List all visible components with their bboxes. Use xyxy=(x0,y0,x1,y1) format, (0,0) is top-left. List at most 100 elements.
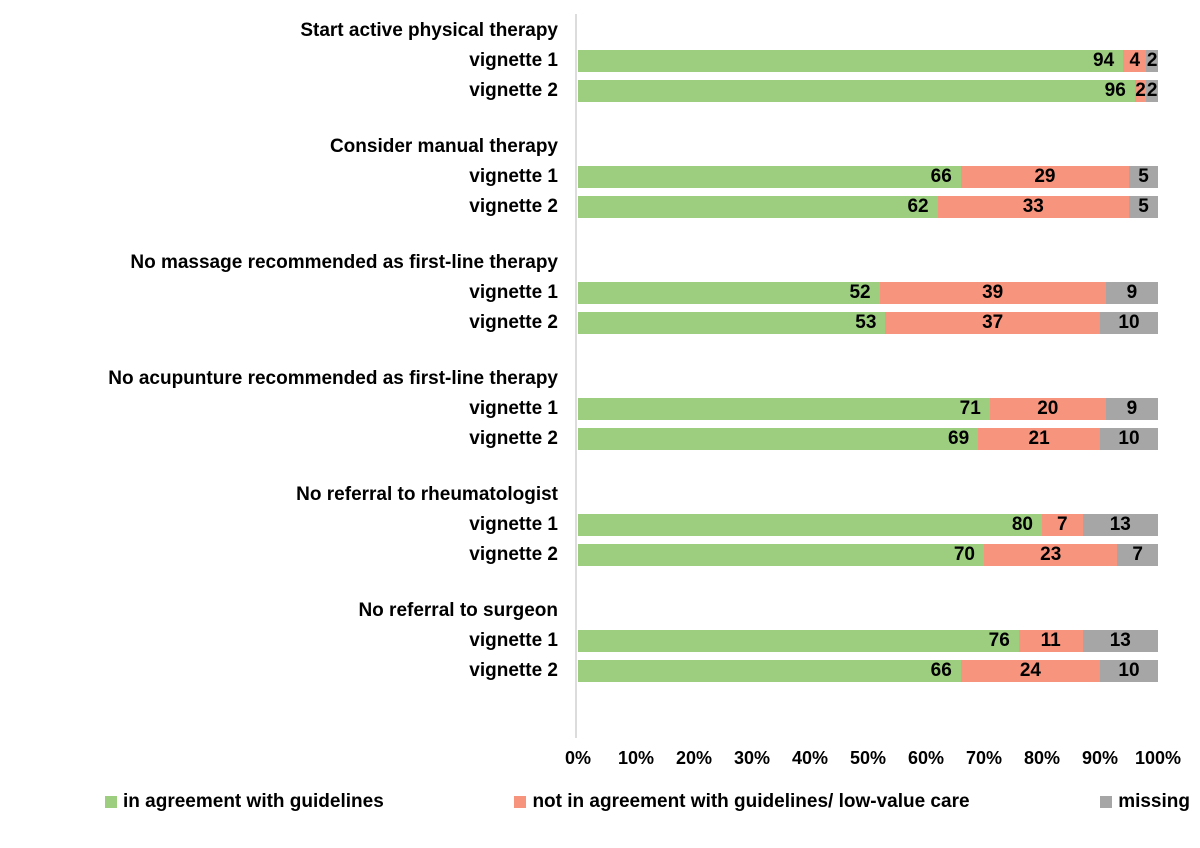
vignette-label: vignette 2 xyxy=(469,196,558,218)
bar-segment-missing: 2 xyxy=(1146,50,1158,72)
bar-segment-agree: 94 xyxy=(578,50,1124,72)
bar-value-label: 2 xyxy=(1146,50,1158,71)
bar-row: vignette 1 52 39 9 xyxy=(0,278,1200,308)
x-tick-label: 70% xyxy=(965,748,1003,768)
bar-segment-disagree: 20 xyxy=(989,398,1106,420)
x-tick-label: 40% xyxy=(791,748,829,768)
group-title: No referral to rheumatologist xyxy=(296,484,558,506)
bar-value-label: 2 xyxy=(1146,80,1158,101)
group-spacer xyxy=(0,686,1200,712)
bar-value-label: 10 xyxy=(1118,660,1140,681)
stacked-bar: 62 33 5 xyxy=(578,196,1158,218)
bar-value-label: 71 xyxy=(959,398,981,419)
bar-row: vignette 2 66 24 10 xyxy=(0,656,1200,686)
bar-value-label: 5 xyxy=(1138,166,1149,187)
bar-segment-missing: 13 xyxy=(1082,514,1158,536)
bar-segment-disagree: 23 xyxy=(984,544,1118,566)
vignette-label: vignette 2 xyxy=(469,544,558,566)
legend: in agreement with guidelines not in agree… xyxy=(0,788,1200,816)
group-title: No massage recommended as first-line the… xyxy=(130,252,558,274)
x-tick-label: 10% xyxy=(617,748,655,768)
bar-segment-disagree: 37 xyxy=(885,312,1100,334)
group-title-row: Consider manual therapy xyxy=(0,132,1200,162)
bar-value-label: 69 xyxy=(948,428,970,449)
bar-value-label: 4 xyxy=(1129,50,1141,71)
bar-segment-agree: 80 xyxy=(578,514,1042,536)
y-axis-line xyxy=(575,14,577,738)
x-tick-label: 0% xyxy=(564,748,592,768)
bar-segment-missing: 9 xyxy=(1105,282,1158,304)
bar-segment-missing: 10 xyxy=(1099,312,1158,334)
x-tick-label: 20% xyxy=(675,748,713,768)
bar-segment-missing: 7 xyxy=(1117,544,1158,566)
bar-value-label: 11 xyxy=(1040,630,1061,651)
bar-value-label: 80 xyxy=(1011,514,1033,535)
stacked-bar: 70 23 7 xyxy=(578,544,1158,566)
legend-item-agree: in agreement with guidelines xyxy=(105,791,384,813)
bar-value-label: 9 xyxy=(1126,282,1138,303)
bar-row: vignette 1 76 11 13 xyxy=(0,626,1200,656)
x-axis-ticks: 0% 10% 20% 30% 40% 50% 60% 70% 80% 90% 100% xyxy=(565,748,1181,772)
group-title-row: No acupunture recommended as first-line … xyxy=(0,364,1200,394)
legend-item-disagree: not in agreement with guidelines/ low-va… xyxy=(514,791,970,813)
vignette-label: vignette 1 xyxy=(469,630,558,652)
bar-value-label: 29 xyxy=(1034,166,1056,187)
bar-segment-missing: 10 xyxy=(1099,428,1158,450)
bar-value-label: 33 xyxy=(1022,196,1044,217)
bar-value-label: 21 xyxy=(1028,428,1050,449)
bar-value-label: 70 xyxy=(953,544,975,565)
bar-value-label: 13 xyxy=(1109,630,1131,651)
x-tick-label: 50% xyxy=(849,748,887,768)
stacked-bar: 76 11 13 xyxy=(578,630,1158,652)
x-tick-label: 30% xyxy=(733,748,771,768)
bar-value-label: 23 xyxy=(1040,544,1062,565)
bar-segment-disagree: 29 xyxy=(960,166,1129,188)
bar-segment-missing: 10 xyxy=(1099,660,1158,682)
bar-segment-agree: 70 xyxy=(578,544,984,566)
legend-label: not in agreement with guidelines/ low-va… xyxy=(532,791,970,812)
bar-value-label: 52 xyxy=(849,282,871,303)
stacked-bar: 71 20 9 xyxy=(578,398,1158,420)
bar-value-label: 94 xyxy=(1093,50,1115,71)
bar-value-label: 66 xyxy=(930,166,952,187)
bar-segment-agree: 62 xyxy=(578,196,938,218)
bar-row: vignette 1 94 4 2 xyxy=(0,46,1200,76)
vignette-label: vignette 1 xyxy=(469,166,558,188)
bar-segment-missing: 2 xyxy=(1146,80,1158,102)
stacked-bar: 52 39 9 xyxy=(578,282,1158,304)
bar-row: vignette 2 96 2 2 xyxy=(0,76,1200,106)
bar-row: vignette 1 66 29 5 xyxy=(0,162,1200,192)
vignette-label: vignette 1 xyxy=(469,282,558,304)
bar-segment-agree: 52 xyxy=(578,282,880,304)
bar-segment-agree: 53 xyxy=(578,312,886,334)
stacked-bar: 94 4 2 xyxy=(578,50,1158,72)
vignette-label: vignette 2 xyxy=(469,660,558,682)
bar-value-label: 37 xyxy=(982,312,1004,333)
bar-value-label: 10 xyxy=(1118,312,1140,333)
group-spacer xyxy=(0,454,1200,480)
bar-segment-agree: 69 xyxy=(578,428,979,450)
legend-swatch-agree xyxy=(105,796,117,808)
group-title: No acupunture recommended as first-line … xyxy=(108,368,558,390)
group-title: No referral to surgeon xyxy=(358,600,558,622)
stacked-bar: 96 2 2 xyxy=(578,80,1158,102)
bar-segment-agree: 71 xyxy=(578,398,990,420)
stacked-bar: 80 7 13 xyxy=(578,514,1158,536)
bar-segment-missing: 5 xyxy=(1128,196,1158,218)
vignette-label: vignette 1 xyxy=(469,398,558,420)
bar-segment-agree: 96 xyxy=(578,80,1135,102)
bar-row: vignette 1 80 7 13 xyxy=(0,510,1200,540)
bar-value-label: 24 xyxy=(1019,660,1041,681)
vignette-label: vignette 2 xyxy=(469,312,558,334)
group-title-row: No massage recommended as first-line the… xyxy=(0,248,1200,278)
vignette-label: vignette 1 xyxy=(469,50,558,72)
vignette-label: vignette 2 xyxy=(469,80,558,102)
bar-value-label: 2 xyxy=(1135,80,1146,101)
bar-value-label: 96 xyxy=(1104,80,1126,101)
bar-value-label: 20 xyxy=(1037,398,1059,419)
legend-swatch-missing xyxy=(1100,796,1113,808)
legend-swatch-disagree xyxy=(514,796,527,808)
group-spacer xyxy=(0,338,1200,364)
legend-item-missing: missing xyxy=(1100,791,1190,813)
